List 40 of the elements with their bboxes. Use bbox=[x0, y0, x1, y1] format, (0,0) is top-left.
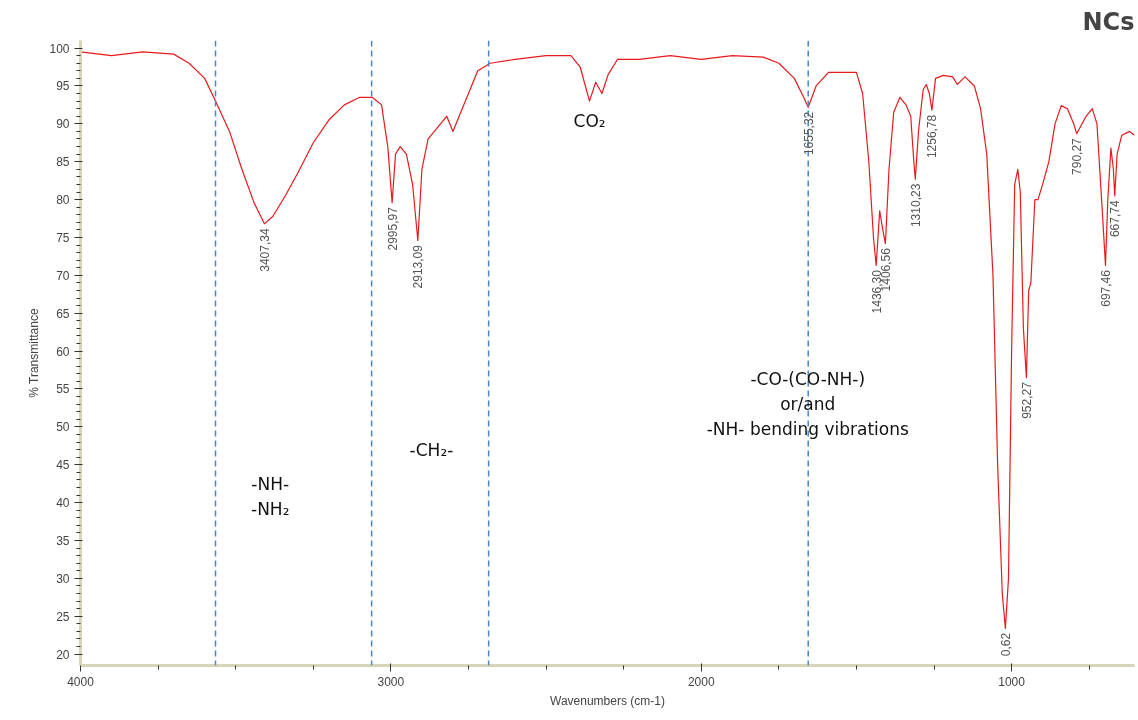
x-axis-title: Wavenumbers (cm-1) bbox=[550, 693, 665, 708]
x-tick-label: 2000 bbox=[687, 674, 715, 689]
annotation: 952,27 bbox=[1019, 381, 1034, 419]
annotation: 790,27 bbox=[1070, 137, 1085, 175]
y-tick-label: 75 bbox=[56, 230, 70, 245]
y-tick-label: 80 bbox=[56, 193, 70, 208]
annotation: 1655,32 bbox=[801, 111, 816, 156]
annotation: 1310,23 bbox=[908, 183, 923, 228]
annotation: 1256,78 bbox=[925, 114, 940, 159]
y-tick-label: 90 bbox=[56, 117, 70, 132]
line-series bbox=[80, 51, 1135, 629]
y-tick-label: 85 bbox=[56, 155, 70, 170]
y-tick-label: 95 bbox=[56, 79, 70, 94]
x-tick-label: 1000 bbox=[998, 674, 1026, 689]
x-tick-label: 4000 bbox=[67, 674, 95, 689]
y-tick-label: 50 bbox=[56, 420, 70, 435]
annotation: 2913,09 bbox=[411, 244, 426, 289]
annotation: CO₂ bbox=[573, 111, 606, 132]
annotation: 2995,97 bbox=[385, 206, 400, 251]
y-tick-label: 60 bbox=[56, 344, 70, 359]
y-tick-label: 30 bbox=[56, 571, 70, 586]
y-tick-label: 65 bbox=[56, 306, 70, 321]
annotation: 3407,34 bbox=[257, 228, 272, 272]
annotation: -CH₂- bbox=[409, 439, 454, 460]
y-tick-label: 45 bbox=[56, 458, 70, 473]
y-tick-label: 55 bbox=[56, 382, 70, 397]
y-tick-label: 20 bbox=[56, 647, 70, 662]
y-tick-label: 70 bbox=[56, 268, 70, 283]
x-tick-label: 3000 bbox=[377, 674, 405, 689]
y-tick-label: 40 bbox=[56, 496, 70, 511]
y-tick-label: 100 bbox=[49, 41, 70, 56]
chart-title: NCs bbox=[1082, 7, 1135, 36]
annotation: -CO-(CO-NH-) or/and -NH- bending vibrations bbox=[706, 369, 909, 440]
annotation: 697,46 bbox=[1098, 269, 1113, 307]
annotation: 0,62 bbox=[998, 632, 1013, 657]
annotation: 667,74 bbox=[1108, 200, 1123, 238]
y-tick-label: 35 bbox=[56, 534, 70, 548]
y-axis-title: % Transmittance bbox=[27, 308, 42, 398]
annotation: -NH- -NH₂ bbox=[251, 474, 290, 520]
y-tick-label: 25 bbox=[56, 609, 70, 624]
